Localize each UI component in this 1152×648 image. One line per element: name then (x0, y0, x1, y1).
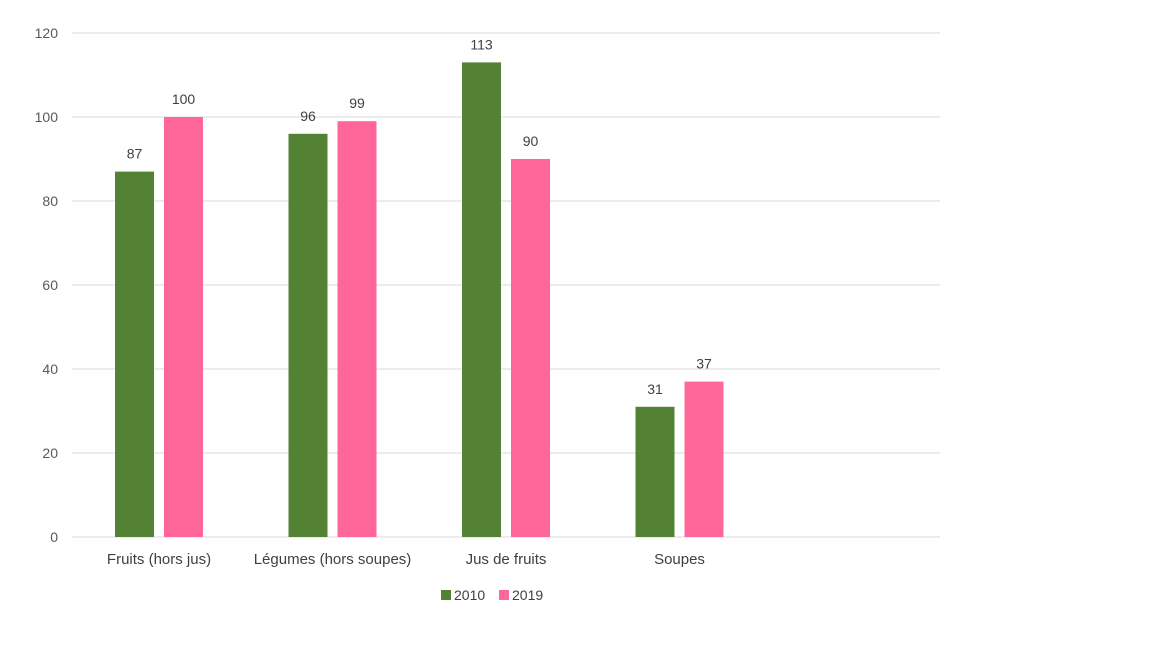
data-label-2019-2: 90 (523, 133, 539, 149)
data-label-2010-2: 113 (470, 36, 493, 52)
legend-swatch-2019 (499, 590, 509, 600)
data-label-2010-0: 87 (127, 146, 143, 162)
bar-2019-3 (684, 381, 724, 537)
y-tick-label: 100 (35, 109, 59, 125)
y-tick-label: 20 (42, 445, 58, 461)
category-label: Soupes (654, 551, 705, 568)
gridlines (72, 32, 940, 538)
data-label-2019-1: 99 (349, 95, 365, 111)
data-label-2019-0: 100 (172, 91, 196, 107)
bar-2010-0 (115, 171, 154, 537)
category-label: Légumes (hors soupes) (254, 551, 412, 568)
y-tick-label: 0 (50, 529, 58, 545)
category-label: Fruits (hors jus) (107, 551, 211, 568)
legend-label-2010: 2010 (454, 587, 485, 603)
bar-2010-2 (462, 62, 501, 538)
bar-2019-1 (337, 121, 377, 537)
bar-2010-3 (635, 406, 675, 537)
bar-2019-2 (511, 159, 550, 537)
data-label-2010-3: 31 (647, 381, 663, 397)
x-axis-category-labels: Fruits (hors jus) Légumes (hors soupes) Ju… (107, 551, 705, 568)
legend: 2010 2019 (441, 587, 543, 603)
bar-2019-0 (164, 117, 203, 537)
y-axis-tick-labels: 0 20 40 60 80 100 120 (35, 25, 59, 545)
y-tick-label: 120 (35, 25, 59, 41)
legend-label-2019: 2019 (512, 587, 543, 603)
data-label-2019-3: 37 (696, 356, 712, 372)
bar-2010-1 (288, 133, 328, 538)
data-labels: 87 100 96 99 113 90 31 37 (127, 36, 712, 396)
y-tick-label: 40 (42, 361, 58, 377)
category-label: Jus de fruits (466, 551, 547, 568)
legend-swatch-2010 (441, 590, 451, 600)
y-tick-label: 60 (42, 277, 58, 293)
bars (115, 62, 724, 538)
data-label-2010-1: 96 (300, 108, 316, 124)
y-tick-label: 80 (42, 193, 58, 209)
